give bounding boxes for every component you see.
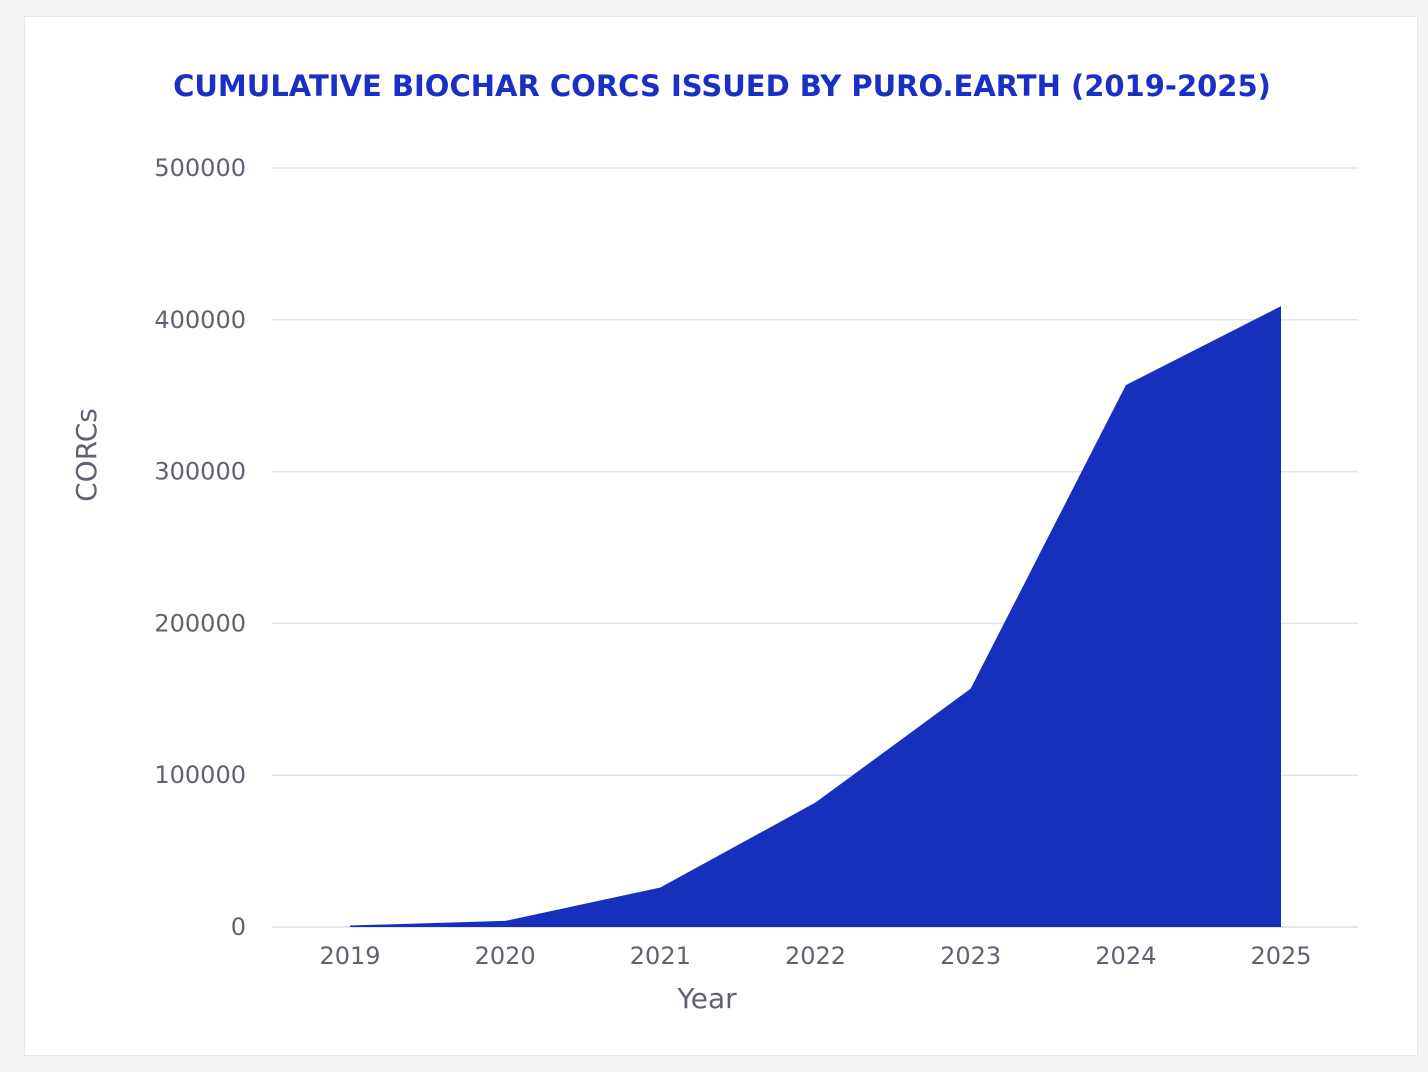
y-tick-label: 400000	[154, 306, 246, 334]
y-tick-label: 100000	[154, 761, 246, 789]
y-axis-label: CORCs	[70, 408, 103, 502]
x-tick-label: 2020	[475, 942, 536, 970]
y-tick-label: 500000	[154, 154, 246, 182]
x-tick-label: 2024	[1095, 942, 1156, 970]
cumulative-corcs-area	[350, 306, 1281, 927]
x-tick-label: 2025	[1250, 942, 1311, 970]
x-tick-label: 2022	[785, 942, 846, 970]
y-tick-label: 300000	[154, 458, 246, 486]
y-tick-label: 0	[231, 913, 246, 941]
chart-title: CUMULATIVE BIOCHAR CORCS ISSUED BY PURO.…	[173, 69, 1271, 103]
y-tick-label: 200000	[154, 609, 246, 637]
x-tick-label: 2019	[319, 942, 380, 970]
x-tick-label: 2021	[630, 942, 691, 970]
x-axis-ticks: 2019 2020 2021 2022 2023 2024 2025	[319, 942, 1311, 970]
y-axis-ticks: 0 100000 200000 300000 400000 500000	[154, 154, 246, 941]
x-tick-label: 2023	[940, 942, 1001, 970]
x-axis-label: Year	[676, 982, 737, 1015]
